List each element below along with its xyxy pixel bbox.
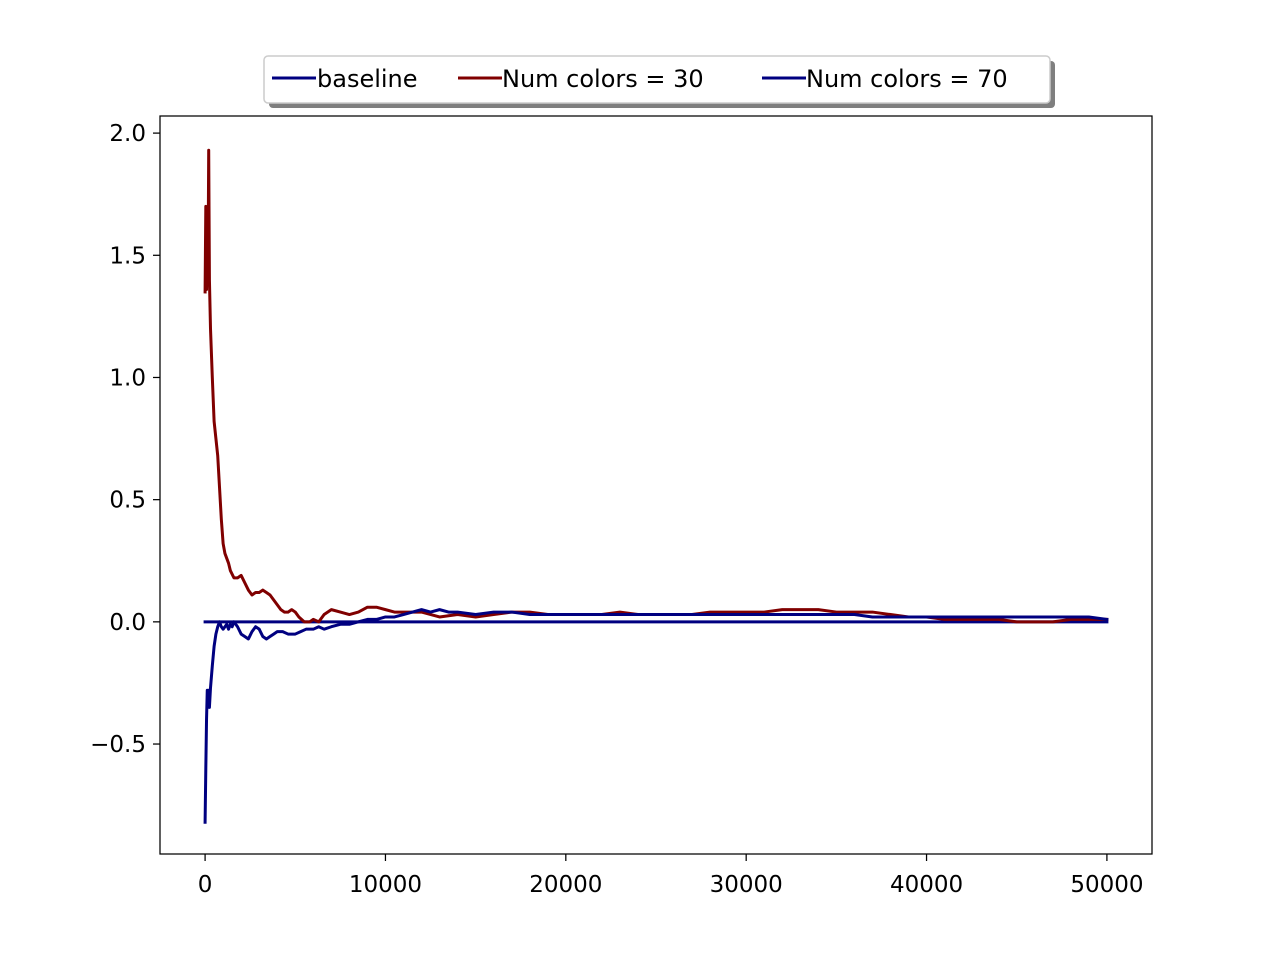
legend-label-num-colors-30[interactable]: Num colors = 30 — [502, 65, 704, 93]
y-tick-label: 0.5 — [109, 488, 146, 514]
y-tick-label: 2.0 — [109, 121, 146, 147]
x-tick-label: 0 — [198, 872, 213, 898]
legend-label-num-colors-70[interactable]: Num colors = 70 — [806, 65, 1008, 93]
x-tick-label: 40000 — [890, 872, 963, 898]
x-tick-label: 20000 — [529, 872, 602, 898]
y-axis: −0.5 0.0 0.5 1.0 1.5 2.0 — [90, 121, 160, 758]
x-axis: 0 10000 20000 30000 40000 50000 — [198, 854, 1143, 898]
y-tick-label: 0.0 — [109, 610, 146, 636]
series-line-num-colors-70 — [203, 608, 1109, 824]
y-tick-label: 1.5 — [109, 243, 146, 269]
legend-frame — [263, 55, 1051, 104]
y-tick-label: 1.0 — [109, 365, 146, 391]
x-tick-label: 10000 — [349, 872, 422, 898]
series-line-num-colors-30 — [203, 148, 1109, 624]
y-tick-label: −0.5 — [90, 732, 146, 758]
series-layer — [203, 148, 1109, 824]
x-tick-label: 30000 — [710, 872, 783, 898]
plot-area-frame — [159, 115, 1153, 855]
x-tick-label: 50000 — [1070, 872, 1143, 898]
legend-label-baseline[interactable]: baseline — [317, 65, 418, 93]
legend[interactable]: baseline Num colors = 30 Num colors = 70 — [263, 55, 1055, 108]
